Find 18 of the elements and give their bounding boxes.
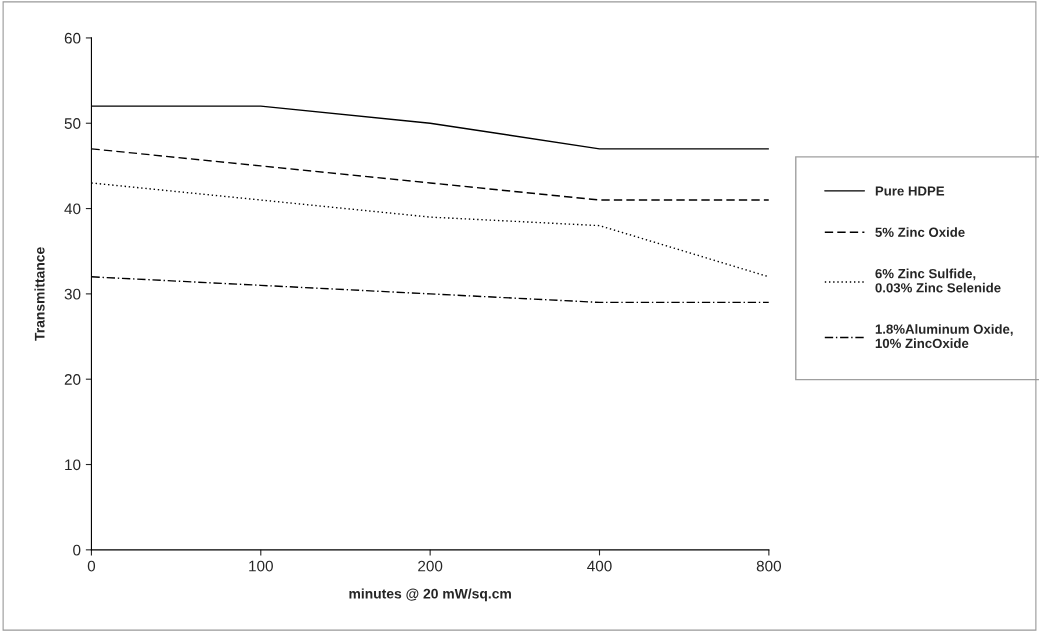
x-tick-label: 0: [87, 560, 96, 572]
y-tick-label: 0: [73, 544, 81, 556]
x-tick-label: 100: [249, 560, 273, 572]
y-tick-label: 30: [64, 288, 81, 300]
legend-label: 5% Zinc Oxide: [875, 227, 965, 237]
legend-label: 1.8%Aluminum Oxide, 10% ZincOxide: [875, 324, 1013, 349]
x-tick-label: 400: [587, 560, 612, 572]
x-axis-title: minutes @ 20 mW/sq.cm: [349, 588, 511, 602]
y-axis-title: Transmittance: [34, 247, 45, 341]
x-tick-label: 200: [418, 560, 443, 572]
y-tick-label: 10: [65, 459, 81, 471]
legend-label: Pure HDPE: [875, 186, 945, 196]
y-tick-label: 20: [64, 374, 81, 385]
y-tick-label: 40: [64, 203, 81, 215]
x-tick-label: 800: [756, 560, 782, 572]
y-tick-label: 50: [64, 118, 81, 129]
y-tick-label: 60: [64, 32, 81, 44]
legend-label: 6% Zinc Sulfide, 0.03% Zinc Selenide: [875, 268, 1001, 293]
